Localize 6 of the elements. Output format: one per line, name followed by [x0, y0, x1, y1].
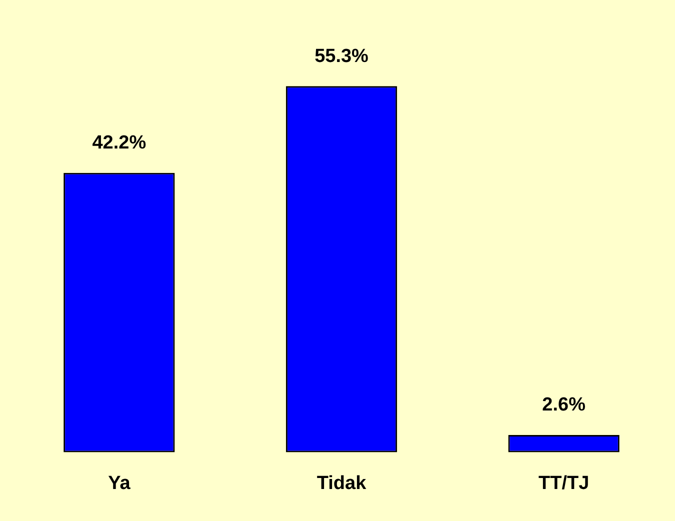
data-label: 42.2%: [92, 132, 146, 154]
data-label: 55.3%: [314, 46, 369, 67]
data-label: 2.6%: [542, 394, 586, 416]
x-tick-label: TT/TJ: [538, 472, 590, 494]
x-tick-label: Ya: [108, 472, 131, 494]
x-tick-label: Tidak: [316, 472, 367, 494]
